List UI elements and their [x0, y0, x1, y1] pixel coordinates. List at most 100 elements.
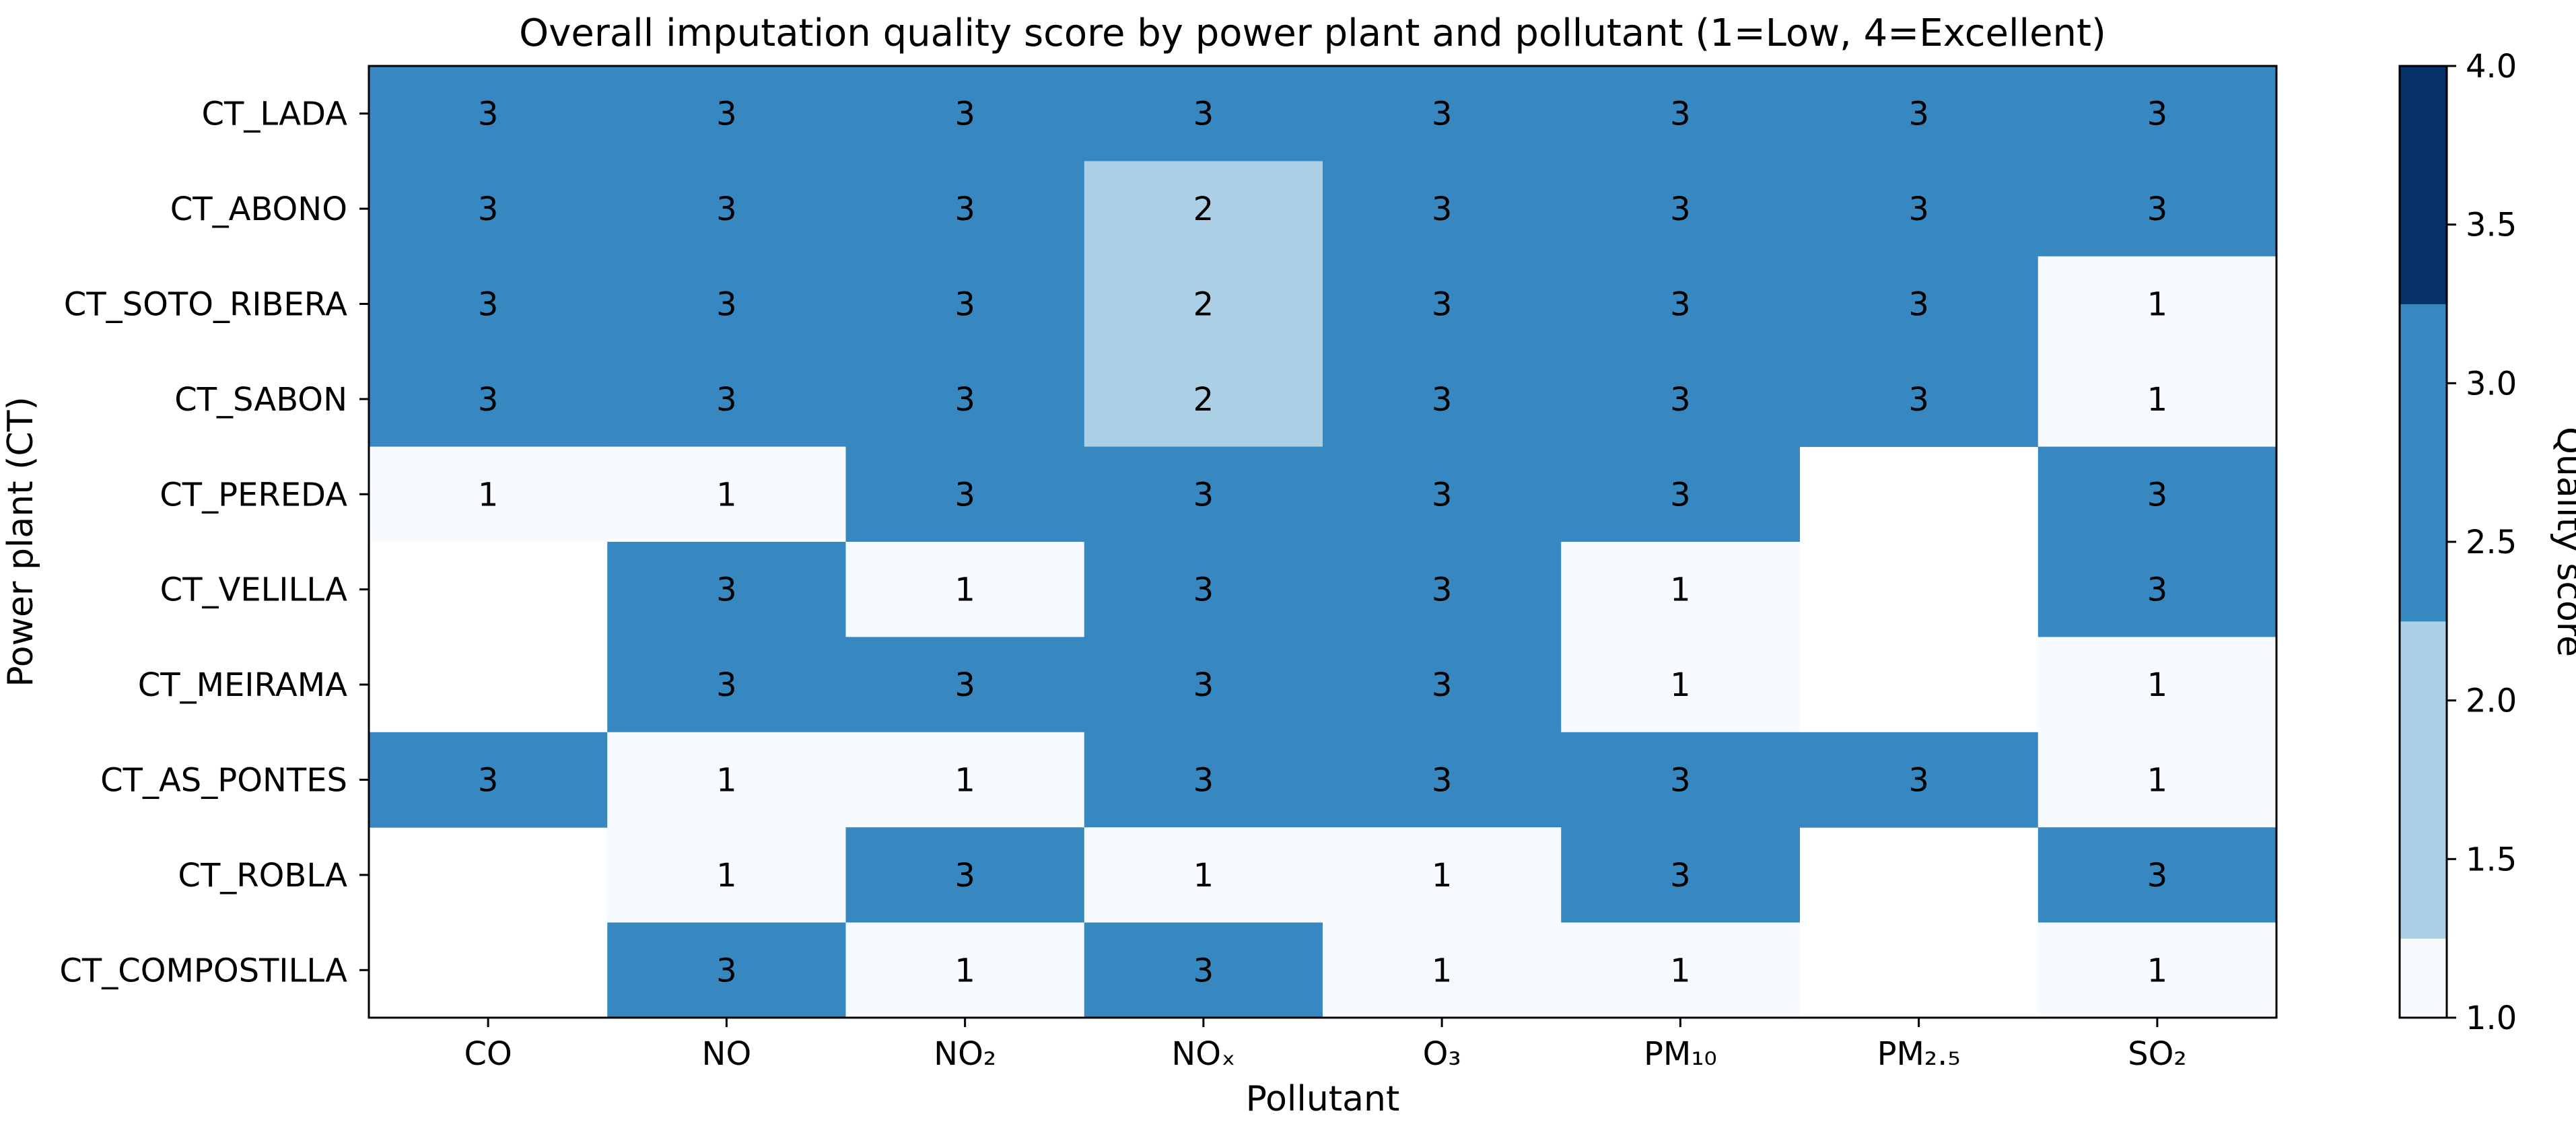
heatmap-cell-ct-lada-no: [607, 66, 846, 162]
y-tick-label: CT_ROBLA: [178, 857, 347, 895]
heatmap-cell-ct-robla-no2: [845, 827, 1085, 923]
cell-value-label: 3: [1670, 762, 1691, 800]
heatmap-cell-ct-meirama-o3: [1323, 637, 1562, 733]
heatmap-cell-ct-compostilla-pm10: [1561, 922, 1800, 1018]
x-axis-label: Pollutant: [1246, 1079, 1400, 1119]
colorbar-tick-label: 2.0: [2466, 682, 2517, 720]
cell-value-label: 3: [2147, 96, 2168, 133]
heatmap-cell-ct-soto-ribera-pm2-5: [1799, 256, 2039, 352]
cell-value-label: 3: [1908, 190, 1929, 228]
cell-value-label: 1: [2147, 666, 2168, 704]
heatmap-cell-ct-soto-ribera-no: [607, 256, 846, 352]
cell-value-label: 1: [1193, 857, 1214, 895]
colorbar-tick-label: 3.0: [2466, 365, 2517, 402]
cell-value-label: 2: [1193, 381, 1214, 419]
cell-value-label: 3: [1193, 96, 1214, 133]
cell-value-label: 3: [716, 190, 737, 228]
heatmap-cell-ct-lada-o3: [1323, 66, 1562, 162]
heatmap-cell-ct-pereda-so2: [2038, 446, 2277, 542]
heatmap-cell-ct-velilla-pm10: [1561, 542, 1800, 637]
heatmap-cell-ct-as-pontes-nox: [1084, 732, 1323, 828]
heatmap-cell-ct-pereda-pm10: [1561, 446, 1800, 542]
heatmap-cell-ct-robla-pm10: [1561, 827, 1800, 923]
cell-value-label: 3: [716, 286, 737, 324]
heatmap-cell-ct-lada-nox: [1084, 66, 1323, 162]
cell-value-label: 3: [478, 96, 499, 133]
cell-value-label: 3: [1432, 190, 1453, 228]
y-tick-label: CT_SOTO_RIBERA: [64, 286, 347, 324]
cell-value-label: 1: [2147, 381, 2168, 419]
heatmap-cell-ct-sabon-o3: [1323, 351, 1562, 448]
x-axis-ticks: CO NO NO₂ NOₓ O₃ PM₁₀ PM₂.₅ SO₂: [464, 1018, 2187, 1073]
cell-value-label: 3: [1908, 96, 1929, 133]
heatmap-cell-ct-velilla-no2: [845, 542, 1085, 637]
x-tick-label: NO₂: [934, 1035, 996, 1073]
cell-value-label: 3: [1908, 381, 1929, 419]
cell-value-label: 3: [1908, 762, 1929, 800]
cell-value-label: 2: [1193, 286, 1214, 324]
heatmap-cell-ct-abono-o3: [1323, 161, 1562, 257]
colorbar-tick-label: 1.0: [2466, 1000, 2517, 1037]
heatmap-cell-ct-lada-no2: [845, 66, 1085, 162]
cell-value-label: 3: [1432, 666, 1453, 704]
cell-value-label: 1: [1670, 571, 1691, 609]
y-tick-label: CT_SABON: [174, 381, 347, 419]
cell-value-label: 1: [716, 762, 737, 800]
heatmap-cell-ct-meirama-pm10: [1561, 637, 1800, 733]
heatmap-cell-ct-compostilla-no2: [845, 922, 1085, 1018]
colorbar: [2400, 66, 2447, 1018]
y-tick-label: CT_COMPOSTILLA: [59, 952, 347, 989]
heatmap-cell-ct-robla-so2: [2038, 827, 2277, 923]
cell-value-label: 3: [1432, 571, 1453, 609]
cell-value-label: 3: [478, 381, 499, 419]
cell-value-label: 1: [1670, 952, 1691, 989]
heatmap-cell-ct-meirama-so2: [2038, 637, 2277, 733]
cell-value-label: 3: [954, 381, 975, 419]
heatmap-cell-ct-meirama-nox: [1084, 637, 1323, 733]
cell-value-label: 3: [478, 286, 499, 324]
heatmap-cell-ct-robla-nox: [1084, 827, 1323, 923]
cell-value-label: 2: [1193, 190, 1214, 228]
heatmap-cell-ct-soto-ribera-co: [369, 256, 608, 352]
heatmap-cell-ct-soto-ribera-so2: [2038, 256, 2277, 352]
heatmap-cell-ct-abono-so2: [2038, 161, 2277, 257]
cell-value-label: 3: [1670, 96, 1691, 133]
x-tick-label: NO: [702, 1035, 752, 1073]
y-tick-label: CT_LADA: [202, 96, 348, 133]
cell-value-label: 3: [1670, 476, 1691, 514]
heatmap-cell-ct-meirama-no2: [845, 637, 1085, 733]
heatmap-cell-ct-soto-ribera-no2: [845, 256, 1085, 352]
cell-value-label: 1: [954, 952, 975, 989]
heatmap-cells: [369, 66, 2277, 1018]
y-axis-ticks: CT_LADA CT_ABONO CT_SOTO_RIBERA CT_SABON CT_…: [59, 96, 369, 989]
x-tick-label: SO₂: [2128, 1035, 2187, 1073]
heatmap-cell-ct-lada-pm2-5: [1799, 66, 2039, 162]
heatmap-cell-ct-sabon-pm10: [1561, 351, 1800, 448]
heatmap-cell-ct-robla-no: [607, 827, 846, 923]
cell-value-label: 3: [1908, 286, 1929, 324]
chart-title: Overall imputation quality score by powe…: [519, 11, 2106, 55]
heatmap-cell-ct-sabon-no2: [845, 351, 1085, 448]
cell-value-label: 1: [2147, 286, 2168, 324]
heatmap-cell-ct-soto-ribera-nox: [1084, 256, 1323, 352]
heatmap-cell-ct-meirama-no: [607, 637, 846, 733]
x-tick-label: O₃: [1423, 1035, 1461, 1073]
cell-value-label: 3: [716, 571, 737, 609]
heatmap-cell-ct-compostilla-no: [607, 922, 846, 1018]
colorbar-label: Quality score: [2549, 427, 2576, 657]
heatmap-cell-ct-as-pontes-no2: [845, 732, 1085, 828]
cell-value-label: 1: [2147, 952, 2168, 989]
cell-value-label: 3: [1193, 952, 1214, 989]
heatmap-cell-ct-compostilla-so2: [2038, 922, 2277, 1018]
cell-value-label: 3: [954, 286, 975, 324]
colorbar-ticks: 1.0 1.5 2.0 2.5 3.0 3.5 4.0: [2447, 48, 2517, 1037]
cell-value-label: 3: [2147, 571, 2168, 609]
heatmap-cell-ct-velilla-nox: [1084, 542, 1323, 637]
cell-value-label: 3: [1432, 476, 1453, 514]
cell-value-label: 1: [478, 476, 499, 514]
cell-value-label: 3: [1193, 666, 1214, 704]
y-tick-label: CT_AS_PONTES: [100, 762, 347, 800]
cell-value-label: 3: [716, 381, 737, 419]
cell-value-label: 3: [1193, 476, 1214, 514]
colorbar-tick-label: 1.5: [2466, 841, 2517, 878]
